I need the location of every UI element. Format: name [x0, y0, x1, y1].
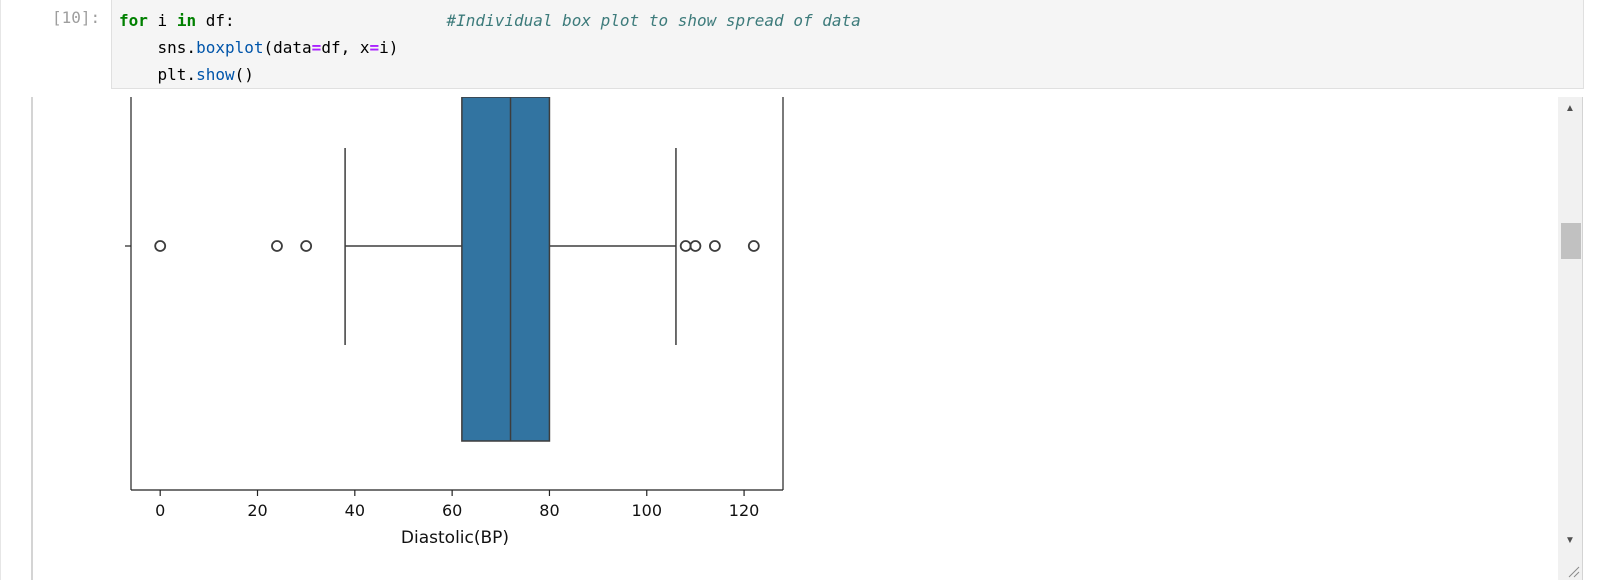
code-line: for i in df: #Individual box plot to sho…: [119, 11, 861, 30]
outlier-point: [300, 240, 313, 252]
scroll-down-icon[interactable]: ▼: [1565, 535, 1575, 546]
output-area: 0 20 40 60 80 100 120 Diastolic(BP) ▲ ▼: [31, 97, 1583, 580]
code-token: show: [196, 65, 235, 84]
code-token: #Individual box plot to show spread of d…: [446, 11, 861, 30]
x-tick-label: 0: [155, 501, 165, 520]
code-text[interactable]: for i in df: #Individual box plot to sho…: [119, 7, 861, 88]
code-editor[interactable]: for i in df: #Individual box plot to sho…: [111, 0, 1584, 89]
x-tick-label: 80: [539, 501, 559, 520]
code-token: df:: [196, 11, 447, 30]
code-token: =: [369, 38, 380, 57]
code-token: i: [147, 11, 177, 30]
x-tick-label: 120: [729, 501, 760, 520]
box-iqr: [461, 97, 551, 442]
outlier-point: [689, 240, 702, 252]
x-tick-label: 20: [247, 501, 267, 520]
outlier-point: [747, 240, 760, 252]
x-tick-label: 40: [345, 501, 365, 520]
resize-grip-icon[interactable]: [1566, 564, 1580, 578]
outlier-point: [271, 240, 283, 252]
x-tick-label: 100: [631, 501, 662, 520]
outlier-point: [708, 240, 721, 252]
boxplot-chart: 0 20 40 60 80 100 120 Diastolic(BP): [125, 97, 784, 548]
code-token: in: [176, 11, 197, 30]
x-axis-label: Diastolic(BP): [401, 528, 509, 548]
code-token: (data: [263, 38, 312, 57]
outlier-point: [154, 240, 167, 252]
cell-left-border: [0, 0, 1, 580]
outlier-point: [679, 240, 692, 252]
scroll-thumb[interactable]: [1561, 223, 1581, 259]
x-tick-label: 60: [442, 501, 462, 520]
scroll-up-icon[interactable]: ▲: [1565, 103, 1575, 114]
code-token: i): [379, 38, 399, 57]
code-token: plt.: [119, 65, 197, 84]
output-scrollbar[interactable]: ▲ ▼: [1558, 97, 1582, 580]
code-token: (): [234, 65, 254, 84]
code-token: for: [119, 11, 148, 30]
code-line: sns.boxplot(data=df, x=i): [119, 38, 399, 57]
code-token: boxplot: [196, 38, 264, 57]
code-line: plt.show(): [119, 65, 254, 84]
code-token: sns.: [119, 38, 197, 57]
code-token: df, x: [321, 38, 370, 57]
code-token: =: [311, 38, 322, 57]
execution-count: [10]:: [52, 8, 101, 27]
